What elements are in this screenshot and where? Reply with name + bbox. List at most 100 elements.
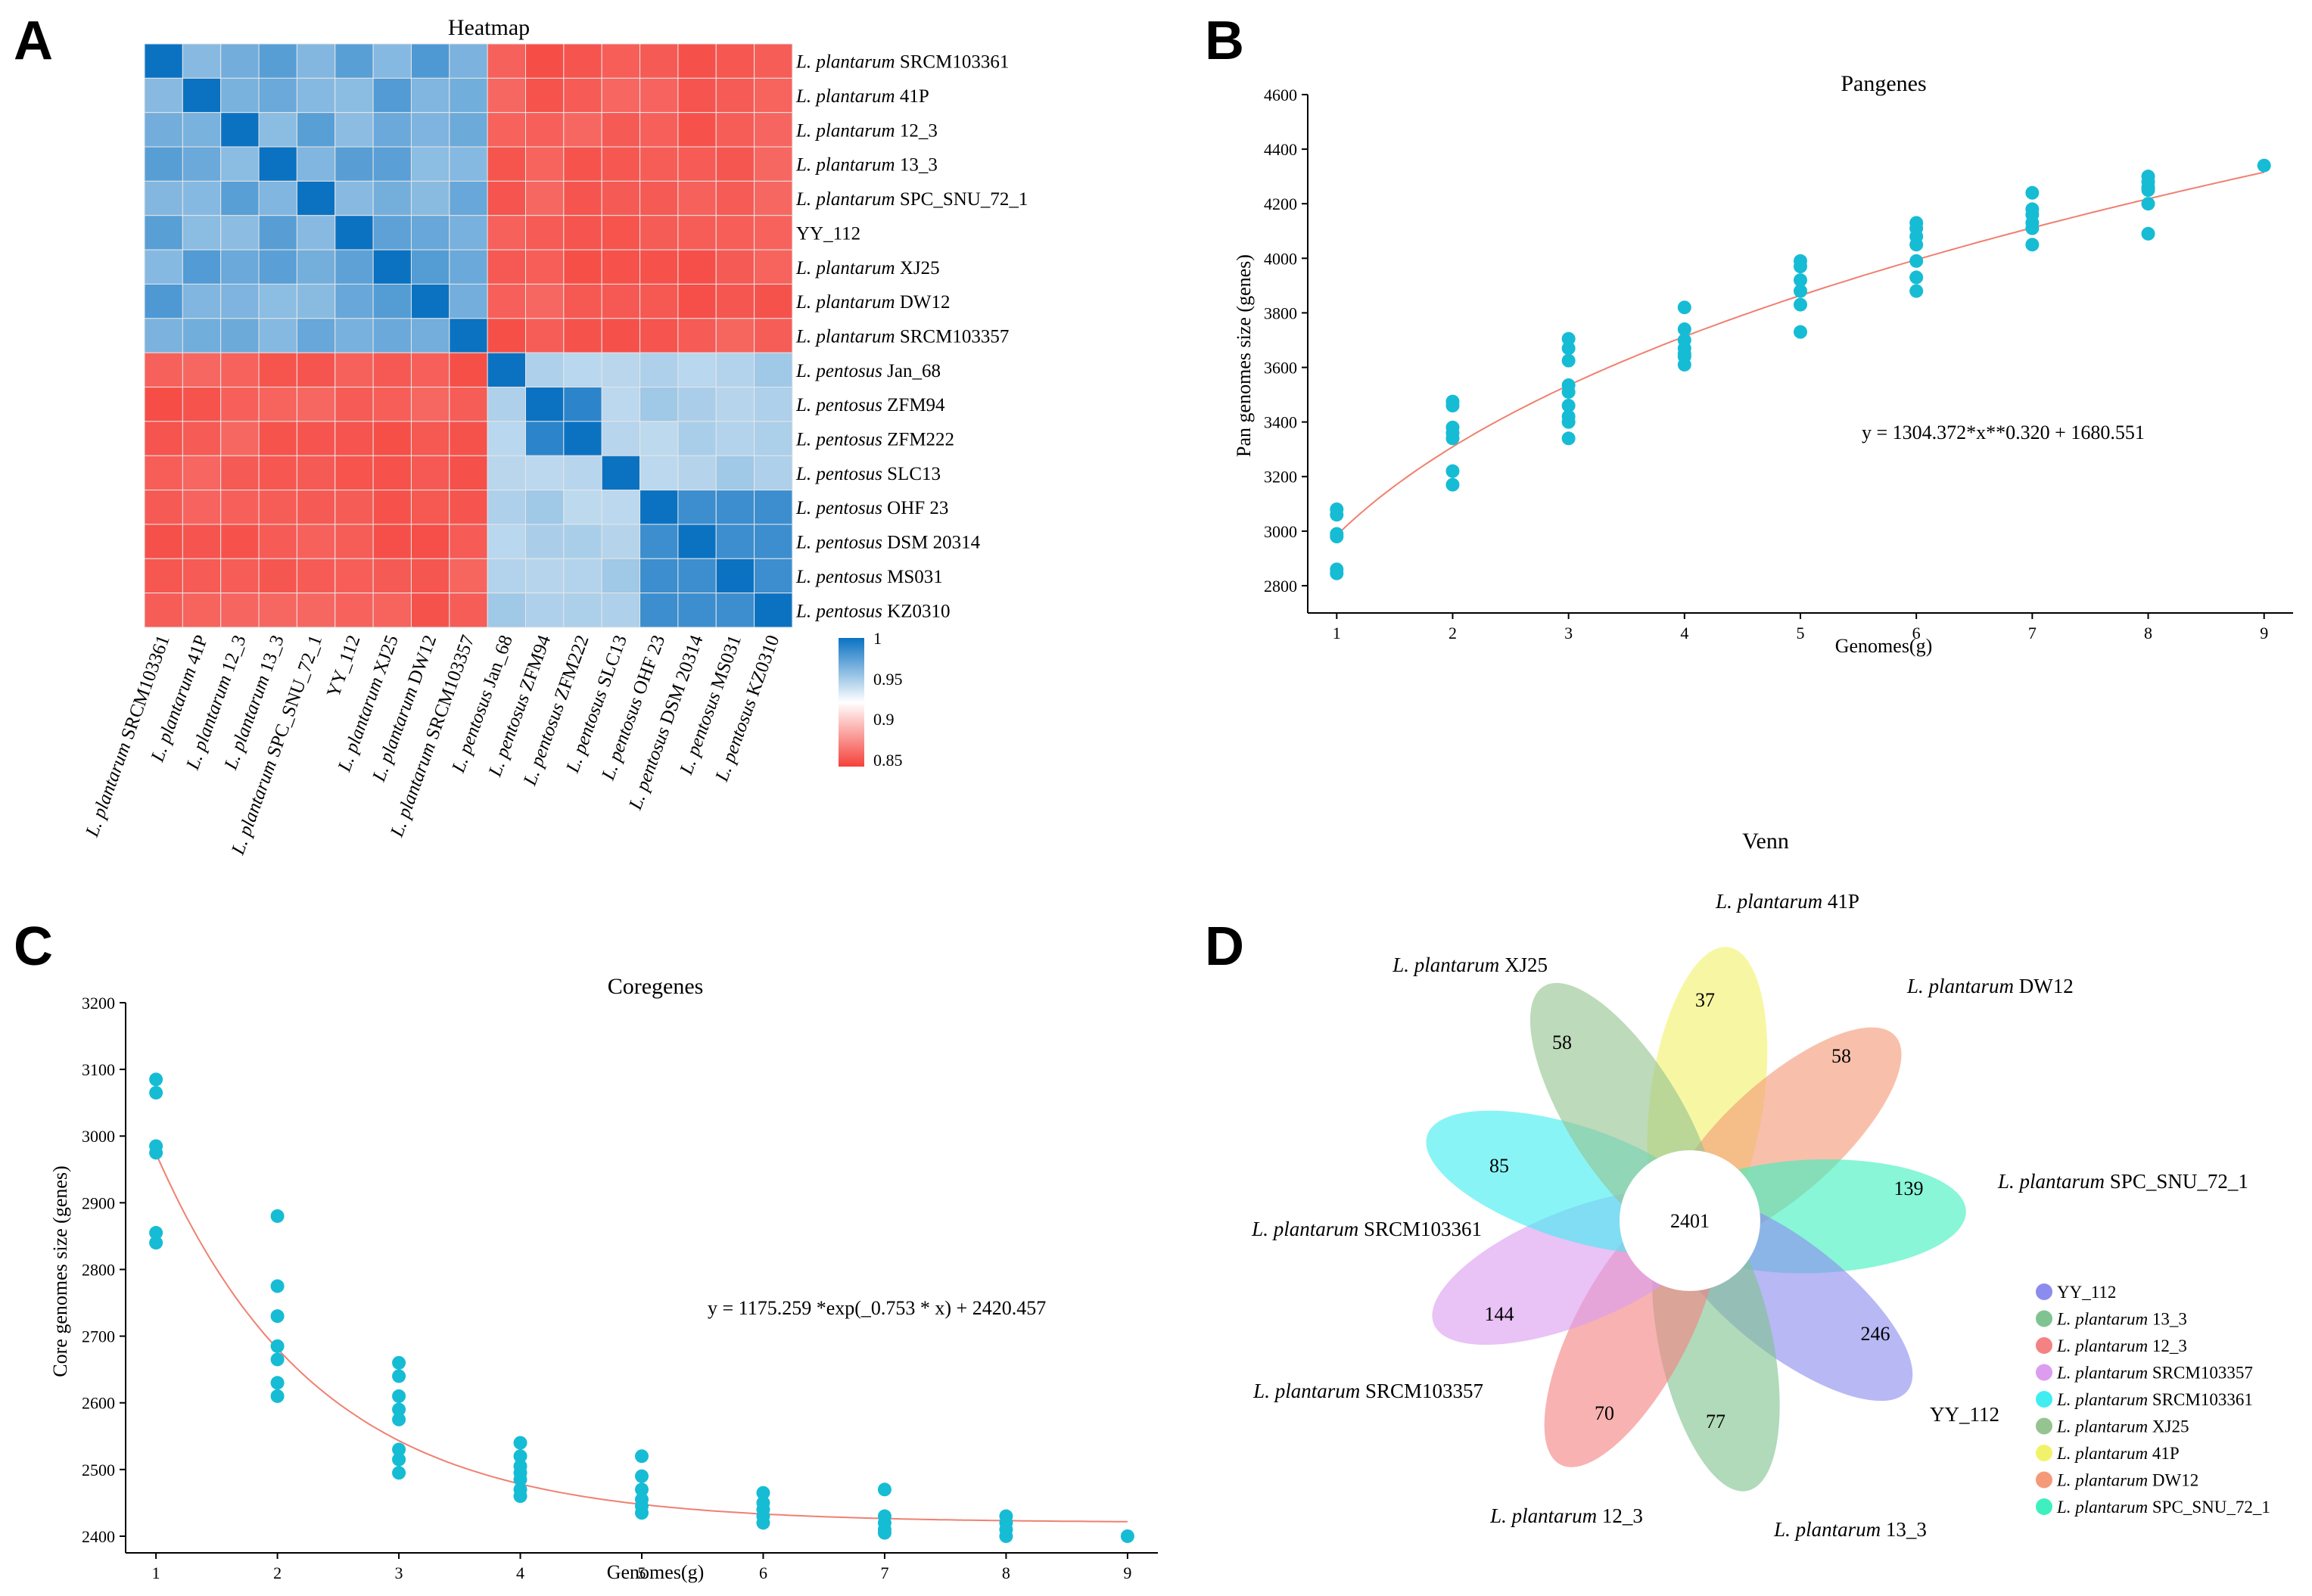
venn-petal-label: L. plantarum SPC_SNU_72_1 <box>1997 1170 2248 1193</box>
heatmap-cell <box>296 283 336 319</box>
heatmap-row-label-genus: L. pentosus <box>795 464 882 484</box>
heatmap-cell <box>639 146 679 182</box>
coregenes-xtick-label: 1 <box>152 1563 160 1582</box>
heatmap-cell <box>296 387 336 422</box>
venn-petal-label-genus: L. plantarum <box>1997 1170 2105 1193</box>
heatmap-cell <box>601 43 641 79</box>
coregenes-ytick-label: 2700 <box>82 1327 115 1346</box>
heatmap-cell <box>563 43 602 79</box>
heatmap-cell <box>563 249 602 285</box>
coregenes-ytick-label: 3200 <box>82 994 115 1013</box>
pangenes-ytick-label: 4600 <box>1264 86 1297 104</box>
heatmap-cell <box>258 215 297 250</box>
heatmap-cell <box>449 77 488 114</box>
heatmap-row-label-strain: Jan_68 <box>882 361 941 381</box>
pangenes-point <box>1561 415 1576 429</box>
coregenes-ytick-label: 2600 <box>82 1394 115 1413</box>
venn-petal-label: YY_112 <box>1930 1403 1999 1426</box>
heatmap-col-label-strain: 41P <box>181 633 212 672</box>
venn-petal-count: 139 <box>1894 1178 1924 1199</box>
panel-label-b: B <box>1205 11 1244 71</box>
coregenes-point <box>635 1449 649 1464</box>
coregenes-point <box>877 1482 892 1497</box>
heatmap-cell <box>754 421 793 456</box>
heatmap-cell <box>372 490 412 525</box>
heatmap-cell <box>525 593 565 628</box>
heatmap-cell <box>677 318 717 353</box>
heatmap-row-label-genus: L. pentosus <box>795 533 882 553</box>
heatmap-cell <box>182 318 222 353</box>
coregenes-xtick-label: 4 <box>516 1563 524 1582</box>
heatmap-cell <box>410 387 450 422</box>
heatmap-row-label: L. pentosus OHF 23 <box>795 498 948 518</box>
heatmap-cell <box>144 352 183 387</box>
heatmap-cell <box>639 43 679 79</box>
heatmap-cell <box>372 249 412 285</box>
heatmap-cell <box>449 421 488 456</box>
pangenes-point <box>2025 238 2040 252</box>
heatmap-cell <box>220 387 260 422</box>
coregenes-xtick-label: 2 <box>273 1563 282 1582</box>
heatmap-cell <box>144 387 183 422</box>
coregenes-point <box>1120 1529 1134 1543</box>
heatmap-cell <box>182 249 222 285</box>
coregenes-point <box>756 1516 770 1530</box>
venn-counts: 37 58 139 246 77 70 144 85 58 <box>1485 989 1924 1433</box>
heatmap-row-label: L. plantarum XJ25 <box>795 258 940 278</box>
coregenes-point <box>270 1352 285 1367</box>
heatmap-cell <box>754 180 793 216</box>
heatmap-cell <box>601 112 641 148</box>
coregenes-xtick-label: 6 <box>759 1563 767 1582</box>
heatmap-cell <box>258 112 297 148</box>
coregenes-point <box>999 1529 1013 1543</box>
heatmap-cell <box>487 421 527 456</box>
venn-legend-swatch <box>2036 1283 2052 1300</box>
heatmap-cell <box>601 524 641 559</box>
heatmap-cell <box>372 421 412 456</box>
heatmap-cell <box>601 77 641 114</box>
venn-core-count: 2401 <box>1670 1210 1710 1232</box>
heatmap-cell <box>372 524 412 559</box>
heatmap-cell <box>601 593 641 628</box>
heatmap-row-label-genus: L. plantarum <box>795 326 895 347</box>
pangenes-point <box>1794 297 1807 312</box>
heatmap-cell <box>296 524 336 559</box>
venn-petal-label: L. plantarum XJ25 <box>1392 954 1548 976</box>
heatmap-cell <box>144 593 183 628</box>
heatmap-col-label-genus: L. plantarum <box>82 739 135 840</box>
pangenes-point <box>2025 221 2040 235</box>
colorbar-gradient <box>839 638 864 767</box>
heatmap-cell <box>525 215 565 250</box>
heatmap-cell <box>487 455 527 491</box>
venn-petal-label: L. plantarum 13_3 <box>1773 1518 1927 1541</box>
heatmap-cell <box>525 249 565 285</box>
venn-petal-label-strain: SRCM103361 <box>1358 1218 1482 1240</box>
heatmap-cell <box>258 352 297 387</box>
heatmap-cell <box>601 249 641 285</box>
heatmap-cell <box>525 180 565 216</box>
heatmap-cell <box>258 455 297 491</box>
coregenes-equation: y = 1175.259 *exp(_0.753 * x) + 2420.457 <box>708 1297 1046 1319</box>
heatmap-cell <box>449 180 488 216</box>
heatmap-cell <box>296 490 336 525</box>
pangenes-point <box>1909 238 1924 252</box>
pangenes-fit-curve <box>1336 171 2264 537</box>
heatmap-cell <box>449 490 488 525</box>
venn-petal-count: 246 <box>1861 1323 1890 1345</box>
pangenes-point <box>1561 341 1576 356</box>
heatmap-cell <box>487 524 527 559</box>
heatmap-col-label-strain: 12_3 <box>216 633 250 680</box>
venn-title: Venn <box>1742 829 1789 854</box>
heatmap-cell <box>449 249 488 285</box>
heatmap-cell <box>563 112 602 148</box>
heatmap-cell <box>639 524 679 559</box>
heatmap-cell <box>182 146 222 182</box>
heatmap-col-label-strain: KZ0310 <box>741 633 783 703</box>
heatmap-cell <box>410 146 450 182</box>
venn-legend-label-genus: L. plantarum <box>2056 1364 2148 1383</box>
pangenes-point <box>2025 185 2040 200</box>
heatmap-cell <box>525 421 565 456</box>
heatmap-cell <box>296 215 336 250</box>
heatmap-row-label-genus: L. plantarum <box>795 120 895 141</box>
heatmap-cell <box>487 558 527 594</box>
